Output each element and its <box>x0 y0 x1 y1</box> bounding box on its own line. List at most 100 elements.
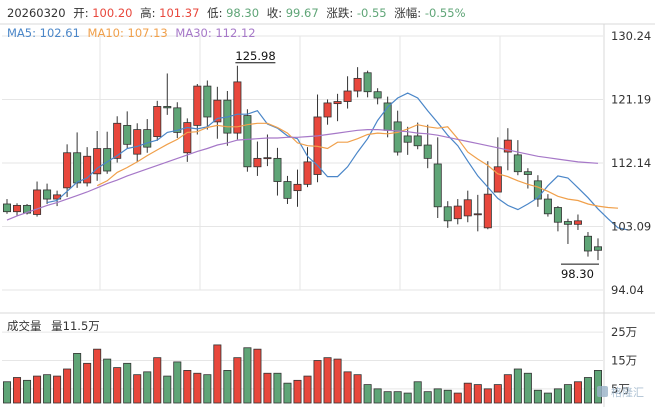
candle-body[interactable] <box>593 246 602 251</box>
candle-body[interactable] <box>453 205 462 220</box>
candle-body[interactable] <box>363 72 372 93</box>
volume-bar[interactable] <box>63 368 72 404</box>
candlestick-layer[interactable] <box>3 65 602 261</box>
volume-bar[interactable] <box>433 388 442 404</box>
candle-body[interactable] <box>73 152 82 184</box>
volume-bar[interactable] <box>493 384 502 404</box>
volume-bar[interactable] <box>363 384 372 404</box>
volume-bar[interactable] <box>53 375 62 404</box>
volume-bar[interactable] <box>103 358 112 404</box>
candle-body[interactable] <box>133 129 142 155</box>
candle-body[interactable] <box>303 161 312 185</box>
candle-body[interactable] <box>353 77 362 92</box>
candle-body[interactable] <box>173 107 182 133</box>
candle-body[interactable] <box>113 122 122 159</box>
candle-body[interactable] <box>63 152 72 189</box>
candle-body[interactable] <box>493 166 502 193</box>
candle-body[interactable] <box>563 221 572 225</box>
candle-body[interactable] <box>283 181 292 199</box>
candle-body[interactable] <box>273 157 282 182</box>
candle-body[interactable] <box>433 163 442 208</box>
candle-body[interactable] <box>553 207 562 223</box>
volume-layer[interactable] <box>3 344 602 404</box>
candle-body[interactable] <box>143 129 152 148</box>
candle-body[interactable] <box>13 204 22 213</box>
volume-bar[interactable] <box>223 370 232 404</box>
volume-bar[interactable] <box>253 348 262 404</box>
volume-bar[interactable] <box>303 375 312 404</box>
volume-bar[interactable] <box>373 388 382 404</box>
volume-bar[interactable] <box>563 384 572 404</box>
candle-body[interactable] <box>243 115 252 168</box>
volume-bar[interactable] <box>423 391 432 404</box>
volume-bar[interactable] <box>353 374 362 404</box>
candle-body[interactable] <box>293 183 302 192</box>
volume-bar[interactable] <box>443 389 452 404</box>
volume-bar[interactable] <box>13 377 22 404</box>
volume-bar[interactable] <box>413 381 422 404</box>
volume-bar[interactable] <box>283 382 292 404</box>
volume-bar[interactable] <box>123 362 132 404</box>
volume-bar[interactable] <box>503 374 512 404</box>
candle-body[interactable] <box>573 220 582 225</box>
volume-bar[interactable] <box>233 357 242 404</box>
volume-bar[interactable] <box>43 374 52 404</box>
volume-bar[interactable] <box>553 388 562 404</box>
volume-bar[interactable] <box>453 392 462 404</box>
volume-bar[interactable] <box>193 372 202 404</box>
volume-bar[interactable] <box>33 375 42 404</box>
volume-bar[interactable] <box>23 379 32 404</box>
volume-bar[interactable] <box>583 377 592 404</box>
candle-body[interactable] <box>393 121 402 153</box>
candle-body[interactable] <box>233 81 242 134</box>
volume-bar[interactable] <box>543 392 552 404</box>
volume-bar[interactable] <box>143 371 152 404</box>
candle-body[interactable] <box>183 122 192 154</box>
volume-bar[interactable] <box>343 371 352 404</box>
volume-bar[interactable] <box>463 382 472 404</box>
candle-body[interactable] <box>263 157 272 160</box>
candle-body[interactable] <box>123 124 132 145</box>
volume-bar[interactable] <box>163 375 172 404</box>
volume-bar[interactable] <box>403 392 412 404</box>
candle-body[interactable] <box>83 155 92 184</box>
candle-body[interactable] <box>403 135 412 143</box>
volume-bar[interactable] <box>383 391 392 404</box>
candle-body[interactable] <box>443 206 452 222</box>
volume-bar[interactable] <box>213 344 222 404</box>
candle-body[interactable] <box>423 144 432 159</box>
candle-body[interactable] <box>3 203 12 213</box>
candle-body[interactable] <box>543 198 552 215</box>
volume-bar[interactable] <box>523 372 532 404</box>
volume-bar[interactable] <box>263 372 272 404</box>
volume-bar[interactable] <box>333 358 342 404</box>
candle-body[interactable] <box>343 90 352 102</box>
candle-body[interactable] <box>533 180 542 200</box>
candle-body[interactable] <box>373 91 382 99</box>
candle-body[interactable] <box>503 139 512 153</box>
volume-bar[interactable] <box>513 368 522 404</box>
volume-bar[interactable] <box>293 379 302 404</box>
volume-bar[interactable] <box>73 353 82 404</box>
volume-bar[interactable] <box>533 389 542 404</box>
candle-body[interactable] <box>323 102 332 118</box>
candle-body[interactable] <box>33 189 42 215</box>
candle-body[interactable] <box>583 235 592 252</box>
volume-bar[interactable] <box>323 357 332 404</box>
candle-body[interactable] <box>23 204 32 214</box>
candle-body[interactable] <box>93 148 102 175</box>
candle-body[interactable] <box>333 101 342 105</box>
volume-bar[interactable] <box>473 384 482 404</box>
candle-body[interactable] <box>523 171 532 175</box>
candle-body[interactable] <box>43 189 52 200</box>
candle-body[interactable] <box>213 99 222 123</box>
volume-bar[interactable] <box>133 374 142 404</box>
volume-bar[interactable] <box>93 348 102 404</box>
volume-bar[interactable] <box>393 391 402 404</box>
volume-bar[interactable] <box>273 372 282 404</box>
candle-body[interactable] <box>483 193 492 229</box>
volume-bar[interactable] <box>573 381 582 404</box>
volume-bar[interactable] <box>83 362 92 404</box>
candle-body[interactable] <box>203 85 212 118</box>
volume-bar[interactable] <box>243 347 252 404</box>
